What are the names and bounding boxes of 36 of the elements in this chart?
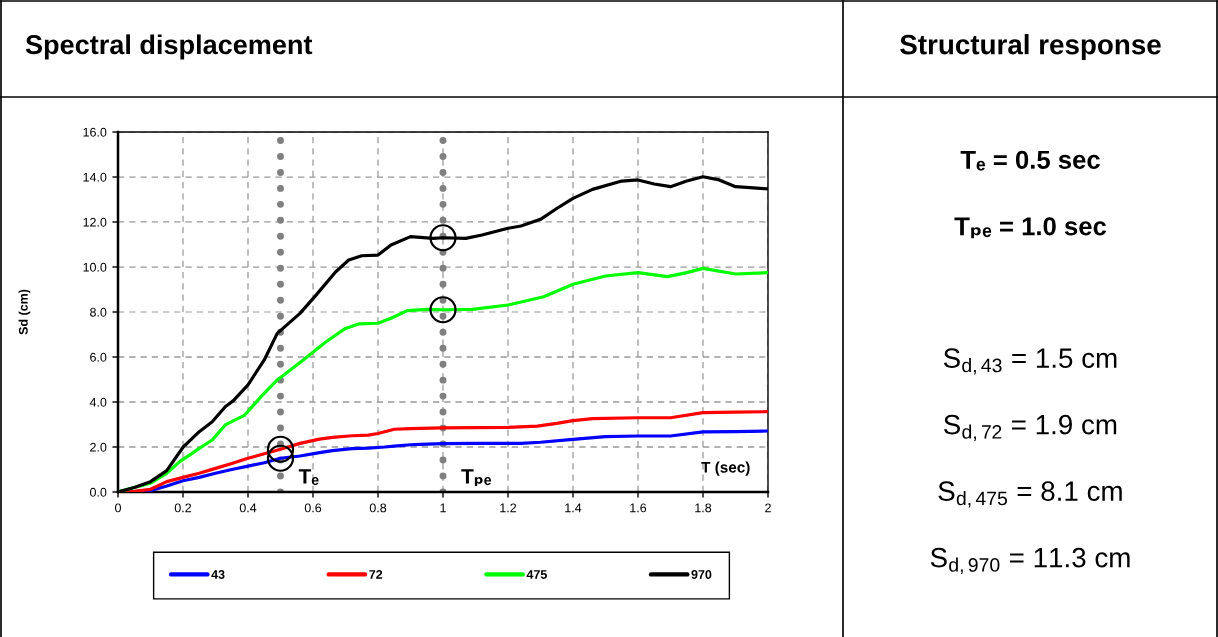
- x-tick-label: 0.6: [304, 503, 322, 513]
- x-tick-label: 0.8: [369, 503, 387, 513]
- x-tick-label: 0.2: [174, 503, 192, 513]
- y-tick-label: 4.0: [89, 397, 107, 407]
- text: Tₑ = 0.5 sec: [960, 150, 1100, 171]
- x-axis-title: T (sec): [701, 461, 750, 476]
- legend-label: 970: [691, 570, 712, 579]
- legend-label: 72: [369, 570, 383, 579]
- x-tick-label: 0: [115, 503, 121, 513]
- x-tick-label: 1.8: [695, 503, 712, 513]
- x-tick-label: 1.4: [565, 503, 582, 513]
- text: S$_{d,970}$ = 11.3 cm: [930, 547, 1130, 575]
- x-tick-label: 0.4: [239, 503, 257, 513]
- text: Tₚₑ = 1.0 sec: [954, 217, 1107, 239]
- x-tick-label: 1.6: [630, 503, 647, 513]
- text: S$_{d,72}$ = 1.9 cm: [943, 414, 1117, 442]
- y-tick-label: 16.0: [83, 127, 107, 137]
- chart-title: Spectral displacement: [25, 34, 313, 60]
- x-tick-label: 1: [440, 503, 446, 513]
- text: S$_{d,475}$ = 8.1 cm: [938, 481, 1122, 508]
- x-tick-label: 2: [765, 503, 771, 513]
- legend-label: 475: [526, 570, 547, 579]
- text: Structural response: [900, 34, 1161, 60]
- y-tick-label: 2.0: [90, 442, 107, 452]
- text: S$_{d,43}$ = 1.5 cm: [943, 348, 1117, 375]
- legend-label: 43: [211, 570, 225, 579]
- y-tick-label: 14.0: [83, 172, 107, 182]
- ref-line-label: Tₚₑ: [461, 469, 492, 487]
- x-tick-label: 1.2: [500, 503, 517, 513]
- ref-line-label: Tₑ: [298, 469, 319, 486]
- y-axis-title: Sd (cm): [18, 289, 31, 335]
- y-tick-label: 8.0: [90, 307, 107, 317]
- y-tick-label: 6.0: [90, 352, 107, 362]
- y-tick-label: 10.0: [83, 262, 107, 272]
- y-tick-label: 12.0: [83, 217, 107, 227]
- y-tick-label: 0.0: [90, 487, 107, 497]
